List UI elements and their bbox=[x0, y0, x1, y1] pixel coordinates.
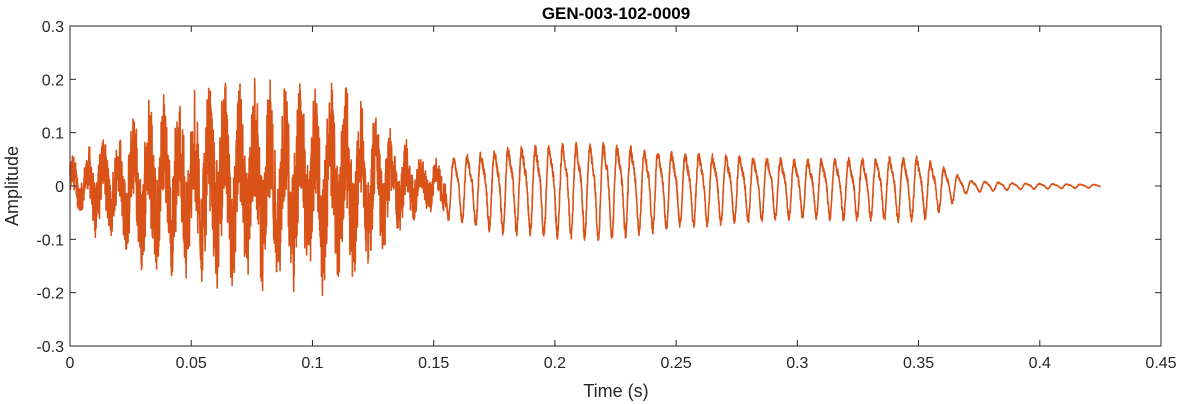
y-tick-label: 0.3 bbox=[42, 19, 64, 36]
y-ticks: -0.3 -0.2 -0.1 0 0.1 0.2 0.3 bbox=[36, 19, 1161, 356]
y-tick-label: 0.2 bbox=[42, 72, 64, 89]
series-group bbox=[69, 77, 1102, 297]
x-ticks: 0 0.05 0.1 0.15 0.2 0.25 0.3 0.35 0.4 0.45 bbox=[66, 26, 1177, 372]
y-axis-label: Amplitude bbox=[2, 146, 22, 226]
series-line bbox=[69, 77, 1102, 297]
x-axis-label: Time (s) bbox=[583, 381, 648, 401]
y-tick-label: -0.1 bbox=[36, 232, 64, 249]
x-tick-label: 0.1 bbox=[301, 355, 323, 372]
y-tick-label: 0.1 bbox=[42, 126, 64, 143]
x-tick-label: 0.35 bbox=[903, 355, 934, 372]
y-tick-label: -0.2 bbox=[36, 286, 64, 303]
x-tick-label: 0.15 bbox=[418, 355, 449, 372]
x-tick-label: 0.05 bbox=[176, 355, 207, 372]
x-tick-label: 0.45 bbox=[1145, 355, 1176, 372]
chart-title: GEN-003-102-0009 bbox=[542, 4, 690, 23]
x-tick-label: 0.2 bbox=[544, 355, 566, 372]
x-tick-label: 0.25 bbox=[661, 355, 692, 372]
x-tick-label: 0 bbox=[66, 355, 75, 372]
y-tick-label: -0.3 bbox=[36, 339, 64, 356]
x-tick-label: 0.3 bbox=[786, 355, 808, 372]
y-tick-label: 0 bbox=[55, 179, 64, 196]
x-tick-label: 0.4 bbox=[1029, 355, 1051, 372]
